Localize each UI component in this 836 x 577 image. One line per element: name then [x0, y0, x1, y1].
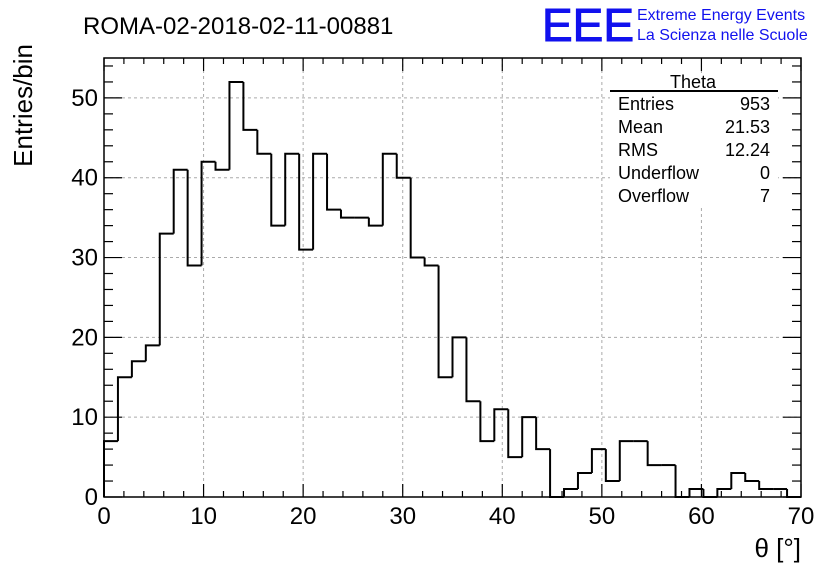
histogram-bin: [270, 153, 286, 227]
histogram-bin: [535, 417, 551, 451]
histogram-bin: [786, 489, 801, 498]
y-tick-label: 50: [71, 85, 98, 112]
logo-line-2: La Scienza nelle Scuole: [637, 27, 808, 44]
histogram-bin: [702, 489, 718, 498]
stats-value-entries: 953: [740, 94, 770, 114]
histogram-bin: [326, 153, 341, 211]
histogram-bin: [367, 217, 383, 227]
histogram-bin: [284, 152, 300, 226]
stats-value-underflow: 0: [760, 163, 770, 183]
histogram-bin: [521, 416, 537, 458]
histogram-bin: [186, 169, 202, 267]
x-tick-label: 40: [489, 503, 516, 530]
stats-label-underflow: Underflow: [618, 163, 700, 183]
x-tick-label: 70: [788, 503, 815, 530]
histogram-bin: [228, 80, 244, 170]
histogram-bin: [451, 336, 467, 378]
histogram-bin: [200, 160, 216, 266]
x-tick-label: 30: [389, 503, 416, 530]
histogram-bin: [256, 129, 272, 155]
histogram-bin: [395, 153, 411, 179]
stats-label-mean: Mean: [618, 117, 663, 137]
histogram-bin: [130, 360, 146, 378]
stats-label-entries: Entries: [618, 94, 674, 114]
eee-logo: EEE Extreme Energy Events La Scienza nel…: [542, 0, 808, 52]
histogram-bin: [493, 408, 509, 442]
histogram-bin: [576, 472, 592, 490]
y-tick-label: 20: [71, 324, 98, 351]
histogram-bin: [298, 153, 314, 251]
y-tick-label: 10: [71, 404, 98, 431]
histogram-bin: [604, 449, 620, 483]
x-axis-label: θ [°]: [754, 533, 801, 563]
stats-box-title: Theta: [670, 72, 717, 92]
stats-label-overflow: Overflow: [618, 186, 690, 206]
stats-value-rms: 12.24: [725, 140, 770, 160]
stats-box: Theta Entries 953 Mean 21.53 RMS 12.24 U…: [610, 72, 778, 206]
histogram-bin: [116, 376, 132, 442]
x-tick-label: 20: [290, 503, 317, 530]
stats-box-background: [610, 74, 778, 206]
histogram-bin: [381, 152, 397, 226]
histogram-bin: [507, 409, 523, 459]
plot-frame: [103, 57, 802, 498]
histogram-bin: [744, 473, 760, 483]
x-tick-label: 0: [97, 503, 110, 530]
x-tick-label: 10: [190, 503, 217, 530]
x-tick-label: 60: [688, 503, 715, 530]
histogram-bin: [437, 265, 453, 379]
histogram-bin: [312, 152, 328, 250]
histogram-bin: [423, 257, 439, 267]
stats-label-rms: RMS: [618, 140, 658, 160]
y-tick-label: 30: [71, 245, 98, 272]
histogram-bin: [590, 448, 606, 474]
logo-line-1: Extreme Energy Events: [637, 7, 805, 24]
y-tick-label: 40: [71, 165, 98, 192]
histogram-bin: [730, 472, 746, 490]
x-tick-label: 50: [589, 503, 616, 530]
histogram-bin: [409, 177, 425, 259]
histogram-bin: [172, 168, 188, 234]
histogram-bin: [144, 344, 160, 362]
histogram-bin: [758, 481, 774, 491]
y-axis-label: Entries/bin: [8, 44, 38, 167]
histogram-bin: [563, 488, 578, 497]
histogram-bin: [618, 440, 634, 482]
histogram-bin: [339, 209, 355, 219]
histogram-bin: [688, 488, 704, 497]
histogram-bin: [674, 465, 690, 498]
histogram-bin: [158, 232, 174, 346]
histogram-bin: [716, 488, 732, 497]
histogram-bin: [549, 449, 565, 498]
stats-value-overflow: 7: [760, 186, 770, 206]
histogram-bin: [479, 401, 495, 443]
histogram-bin: [465, 337, 481, 403]
stats-value-mean: 21.53: [725, 117, 770, 137]
histogram-bin: [214, 161, 230, 171]
histogram-bin: [242, 81, 258, 131]
logo-mark: EEE: [542, 0, 634, 51]
histogram-bin: [646, 441, 662, 467]
chart-title: ROMA-02-2018-02-11-00881: [83, 13, 393, 40]
y-tick-label: 0: [85, 484, 98, 511]
